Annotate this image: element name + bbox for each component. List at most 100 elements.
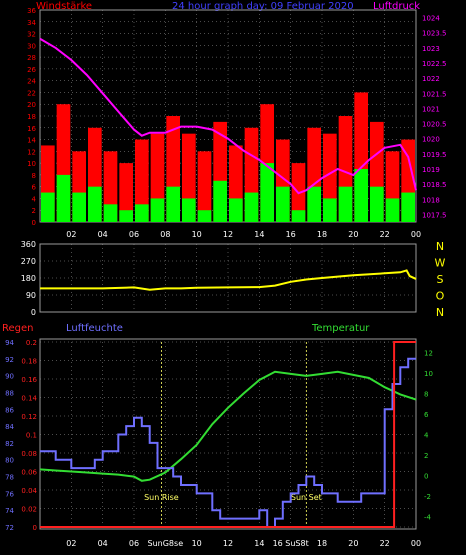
chart2-grid	[40, 243, 417, 313]
chart3-y-temperature-tick: 6	[424, 411, 429, 419]
chart1-x-tick: 10	[192, 230, 202, 239]
chart1-x-axis: 02 04 06 08 10 12 14 16 18 20 22 00	[66, 230, 421, 239]
chart3-y-temperature-tick: 4	[424, 432, 429, 440]
chart1-y-left-tick: 34	[27, 19, 36, 27]
chart1-wind-bar	[197, 210, 212, 222]
chart1-y-right-tick: 1019	[422, 166, 440, 174]
chart3-y-humidity-tick: 94	[5, 339, 14, 347]
climate-panel: Regen Luftfeuchte Temperatur Sun Rise Sun…	[2, 323, 433, 548]
chart1-wind-bar	[72, 192, 86, 222]
chart1-wind-bar	[166, 186, 180, 222]
chart3-y-rain-tick: 0.06	[21, 469, 37, 477]
chart1-y-left-tick: 4	[32, 195, 37, 203]
chart1-y-right-tick: 1024	[422, 15, 440, 23]
chart1-y-left-tick: 0	[32, 219, 36, 227]
chart3-x-tick: 20	[348, 539, 358, 548]
chart1-x-tick: 16	[286, 230, 296, 239]
chart3-y-rain-tick: 0.1	[26, 432, 37, 440]
chart1-x-tick: 12	[223, 230, 233, 239]
chart1-y-left-tick: 10	[27, 160, 36, 168]
chart2-y-tick: 270	[21, 257, 36, 266]
chart3-y-rain-tick: 0.08	[21, 450, 37, 458]
chart2-compass-label: N	[436, 306, 444, 319]
chart1-y-left-tick: 32	[27, 31, 36, 39]
chart1-y-right-tick: 1023	[422, 45, 440, 53]
chart1-y-left-tick: 16	[27, 125, 36, 133]
chart3-y-rain-tick: 0.04	[21, 487, 37, 495]
chart3-rain-line	[40, 341, 416, 528]
chart3-y-rain-axis: 0 0.02 0.04 0.06 0.08 0.1 0.12 0.14 0.16 0.18 0.2	[21, 339, 37, 532]
chart3-y-rain-tick: 0.18	[21, 358, 37, 366]
chart1-wind-bar	[354, 169, 368, 222]
chart3-x-tick: 10	[192, 539, 202, 548]
chart2-compass-label: W	[435, 257, 446, 270]
chart1-y-left-tick: 22	[27, 89, 36, 97]
chart1-wind-bar	[260, 163, 274, 222]
chart1-y-left-tick: 26	[27, 66, 36, 74]
chart1-x-tick: 04	[98, 230, 108, 239]
wind-pressure-panel: Windstärke 24 hour graph day: 09 Februar…	[27, 1, 446, 239]
chart1-x-tick: 14	[254, 230, 264, 239]
chart3-rain-label: Regen	[2, 323, 34, 334]
chart2-y-tick: 0	[31, 308, 36, 317]
chart3-x-tick: 18	[317, 539, 327, 548]
chart2-y-tick: 180	[21, 274, 36, 283]
chart1-y-right-tick: 1021.5	[422, 90, 447, 98]
chart2-compass-label: N	[436, 240, 444, 253]
chart1-x-tick: 18	[317, 230, 327, 239]
chart3-y-humidity-tick: 82	[5, 440, 14, 448]
chart3-y-temperature-tick: -2	[424, 493, 431, 501]
chart1-gust-bar	[119, 163, 133, 222]
chart3-y-rain-tick: 0	[33, 524, 37, 532]
chart1-y-right-tick: 1019.5	[422, 151, 447, 159]
chart1-x-tick: 06	[129, 230, 139, 239]
chart3-sun-marker-label: Sun Rise	[144, 493, 179, 502]
chart1-y-right-tick: 1020.5	[422, 121, 447, 129]
chart3-y-humidity-tick: 74	[5, 507, 14, 515]
chart1-wind-bar	[88, 186, 102, 222]
chart3-x-tick: 22	[380, 539, 390, 548]
chart1-x-tick: 02	[66, 230, 76, 239]
chart1-y-right-tick: 1022.5	[422, 60, 447, 68]
chart1-y-left-tick: 6	[32, 184, 37, 192]
chart1-wind-bar	[244, 192, 259, 222]
chart1-y-right-axis: 1017.5 1018 1018.5 1019 1019.5 1020 1020.5 1021…	[422, 15, 447, 220]
chart1-y-right-tick: 1021	[422, 105, 440, 113]
chart1-y-left-tick: 20	[27, 101, 36, 109]
chart1-wind-bar	[56, 174, 71, 222]
chart1-wind-bar	[103, 204, 118, 222]
chart2-lines	[40, 269, 417, 291]
chart3-y-humidity-axis: 72 74 76 78 80 82 84 86 88 90 92 94	[5, 339, 14, 532]
chart2-direction-line	[40, 269, 417, 291]
chart2-compass-label: S	[437, 273, 444, 286]
chart3-y-humidity-tick: 72	[5, 524, 14, 532]
chart1-gust-bar	[135, 139, 149, 222]
chart3-y-humidity-tick: 86	[5, 406, 14, 414]
chart3-y-humidity-tick: 84	[5, 423, 14, 431]
chart1-x-tick: 20	[348, 230, 358, 239]
chart3-y-humidity-tick: 78	[5, 474, 14, 482]
chart3-y-temperature-tick: 10	[424, 370, 433, 378]
chart3-x-tick: 12	[223, 539, 233, 548]
chart1-lines	[39, 37, 417, 195]
chart1-wind-bar	[323, 198, 337, 222]
chart1-y-left-tick: 8	[32, 172, 36, 180]
chart3-y-rain-tick: 0.14	[21, 395, 37, 403]
chart2-y-tick: 360	[21, 240, 36, 249]
chart1-y-left-tick: 30	[27, 42, 36, 50]
chart1-x-tick: 00	[411, 230, 421, 239]
chart1-y-left-tick: 18	[27, 113, 36, 121]
chart1-wind-bar	[385, 198, 400, 222]
chart1-wind-bar	[119, 210, 133, 222]
chart1-wind-bar	[182, 198, 196, 222]
chart1-pressure-line	[39, 37, 417, 195]
chart3-sun-markers: Sun Rise Sun Set	[144, 342, 322, 527]
chart1-left-label: Windstärke	[36, 1, 92, 12]
chart1-y-left-tick: 36	[27, 7, 36, 15]
chart3-y-temperature-tick: 8	[424, 390, 428, 398]
chart1-wind-bar	[276, 186, 290, 222]
chart1-x-tick: 22	[380, 230, 390, 239]
chart3-sun-marker-label: Sun Set	[291, 493, 322, 502]
